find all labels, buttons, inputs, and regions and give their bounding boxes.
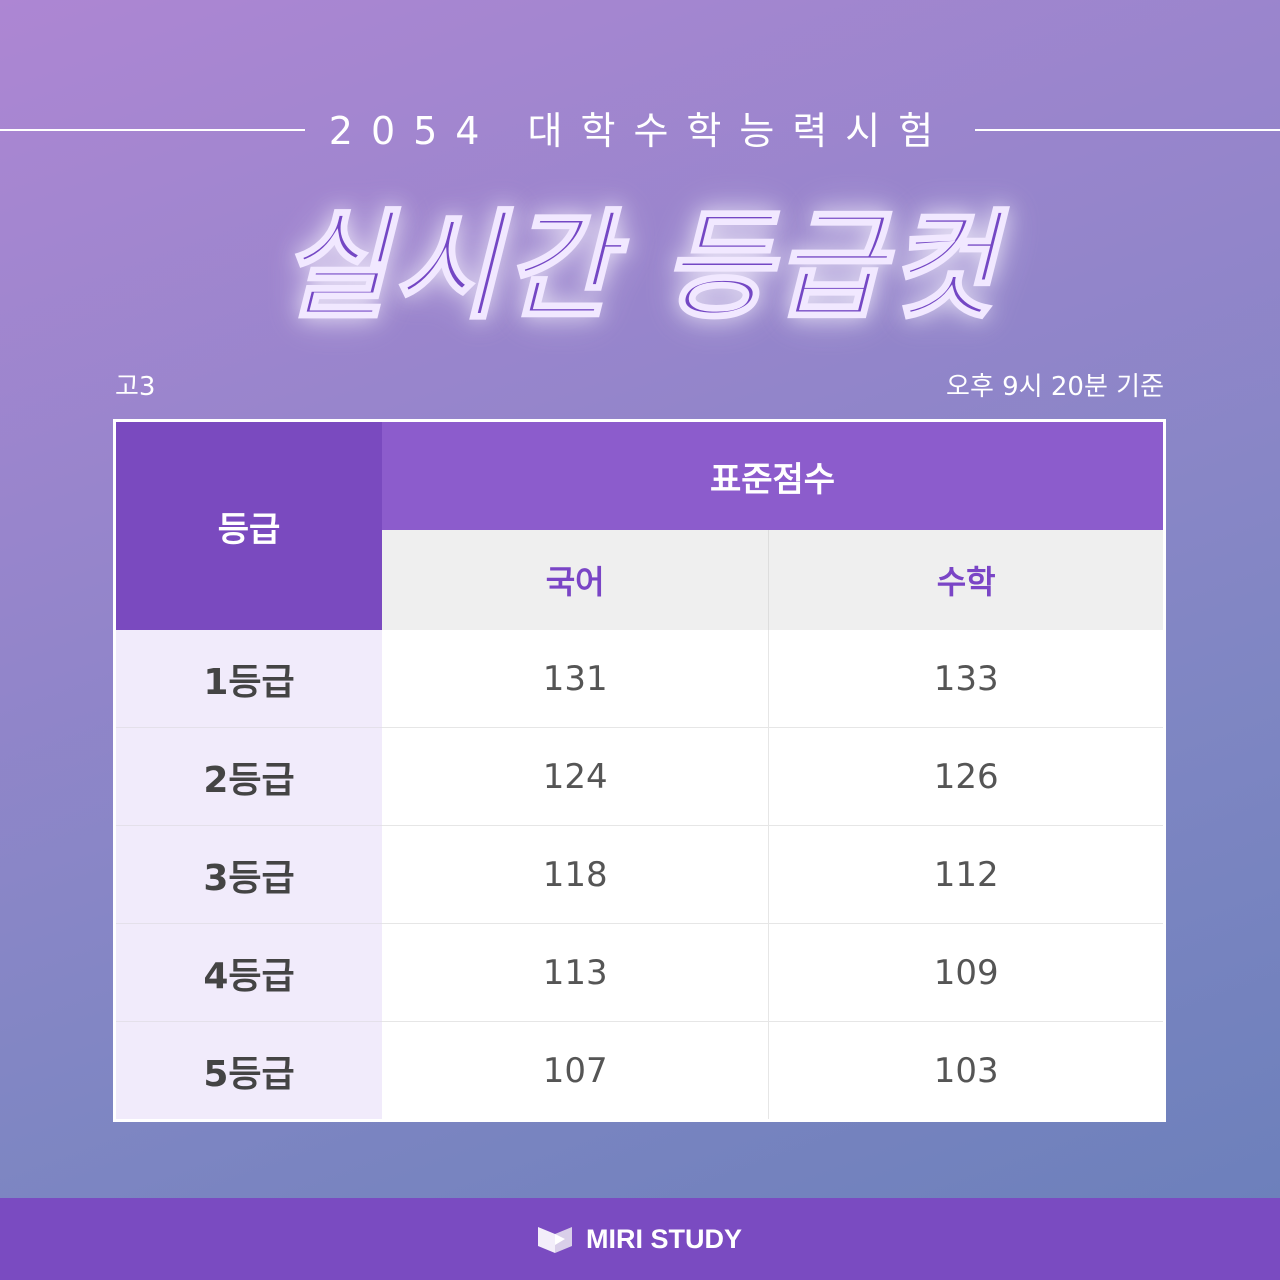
brand-name: MIRI STUDY — [585, 1223, 742, 1254]
divider-left — [0, 129, 305, 131]
page-title: 실시간 등급컷 — [278, 196, 1001, 337]
grade-cell: 1등급 — [114, 630, 382, 728]
divider-right — [975, 129, 1280, 131]
subtitle: 2054 대학수학능력시험 — [328, 109, 952, 153]
score-cell: 109 — [768, 923, 1165, 1022]
score-cell: 103 — [768, 1021, 1165, 1121]
grade-level: 고3 — [115, 372, 156, 402]
table-row: 3등급 118 112 — [114, 825, 1165, 924]
score-cell: 131 — [382, 630, 770, 728]
subject-header-math: 수학 — [768, 530, 1165, 630]
score-cell: 124 — [382, 727, 770, 826]
grade-cell: 4등급 — [114, 923, 382, 1022]
score-cell: 126 — [768, 727, 1165, 826]
table-row: 4등급 113 109 — [114, 923, 1165, 1022]
footer: MIRI STUDY — [0, 1198, 1280, 1280]
grade-cell: 2등급 — [114, 727, 382, 826]
table-row: 5등급 107 103 — [114, 1021, 1165, 1121]
book-icon — [537, 1227, 572, 1253]
score-cell: 107 — [382, 1021, 770, 1121]
score-cell: 113 — [382, 923, 770, 1022]
grade-cell: 3등급 — [114, 825, 382, 924]
table-row: 2등급 124 126 — [114, 727, 1165, 826]
subject-header-korean: 국어 — [382, 530, 770, 630]
standard-score-header: 표준점수 — [382, 420, 1165, 530]
timestamp: 오후 9시 20분 기준 — [946, 372, 1164, 402]
grade-cell: 5등급 — [114, 1021, 382, 1121]
grade-header: 등급 — [114, 420, 382, 630]
grade-cut-table: 등급 표준점수 국어 수학 1등급 131 133 2등급 124 126 3등급 118… — [113, 419, 1166, 1122]
table-row: 1등급 131 133 — [114, 630, 1165, 728]
score-cell: 118 — [382, 825, 770, 924]
score-cell: 112 — [768, 825, 1165, 924]
score-cell: 133 — [768, 630, 1165, 728]
